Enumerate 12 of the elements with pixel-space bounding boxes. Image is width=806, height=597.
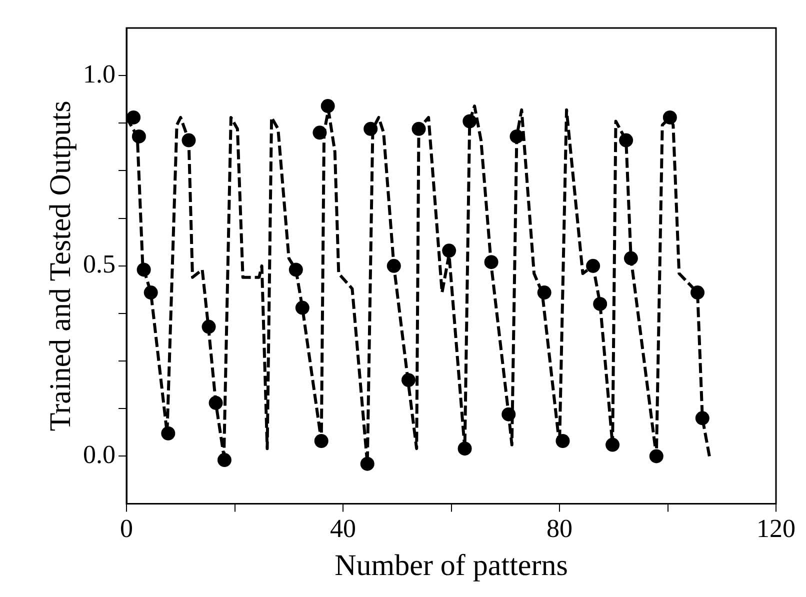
y-axis-title: Trained and Tested Outputs (44, 100, 77, 432)
point (320, 99, 335, 114)
y-tick-label: 0.5 (83, 250, 116, 279)
point (442, 244, 456, 258)
x-tick-label: 120 (756, 514, 796, 544)
point (217, 453, 232, 468)
y-tick-label: 0.0 (83, 440, 116, 470)
x-tick-label: 0 (120, 514, 133, 544)
x-axis-title: Number of patterns (334, 548, 568, 582)
x-tick-label: 80 (546, 514, 572, 544)
y-tick-label: 1.0 (83, 59, 116, 88)
x-tick-label: 40 (330, 514, 356, 544)
